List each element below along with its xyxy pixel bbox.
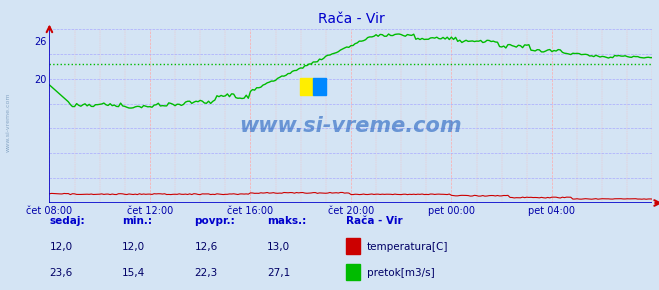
Text: 27,1: 27,1 [267, 269, 290, 278]
Text: min.:: min.: [122, 216, 152, 226]
Text: maks.:: maks.: [267, 216, 306, 226]
Text: 12,6: 12,6 [194, 242, 217, 252]
Text: 12,0: 12,0 [49, 242, 72, 252]
Text: Rača - Vir: Rača - Vir [346, 216, 403, 226]
Text: sedaj:: sedaj: [49, 216, 85, 226]
Text: pretok[m3/s]: pretok[m3/s] [367, 269, 435, 278]
Text: 12,0: 12,0 [122, 242, 145, 252]
Text: 13,0: 13,0 [267, 242, 290, 252]
Text: 23,6: 23,6 [49, 269, 72, 278]
Text: www.si-vreme.com: www.si-vreme.com [240, 117, 462, 136]
Text: 15,4: 15,4 [122, 269, 145, 278]
Bar [300, 78, 313, 95]
Text: temperatura[C]: temperatura[C] [367, 242, 449, 252]
Text: povpr.:: povpr.: [194, 216, 235, 226]
Text: www.si-vreme.com: www.si-vreme.com [5, 92, 11, 152]
Bar [313, 78, 326, 95]
Text: 22,3: 22,3 [194, 269, 217, 278]
Title: Rača - Vir: Rača - Vir [318, 12, 384, 26]
